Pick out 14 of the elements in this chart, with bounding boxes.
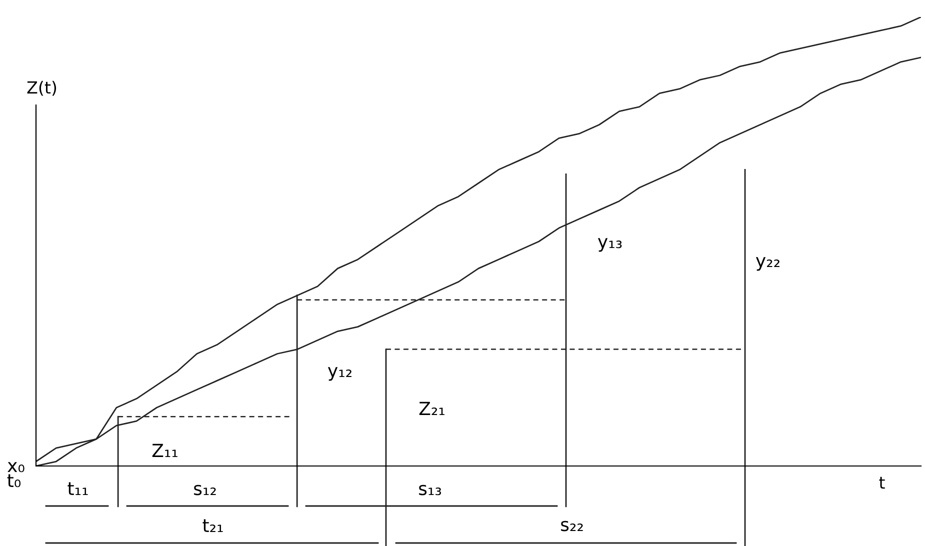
y-axis-title: Z(t) — [27, 80, 56, 96]
text: x₀ — [8, 462, 24, 472]
annotation: y₁₂ — [328, 367, 352, 381]
annotation: y₁₃ — [598, 238, 622, 252]
text: t₂₁ — [202, 519, 223, 532]
text: s₂₂ — [561, 520, 583, 532]
text: t₀ — [7, 474, 21, 488]
annotation: Z₁₁ — [152, 444, 178, 458]
text: s₁₂ — [194, 484, 216, 496]
text: t₁₁ — [68, 482, 88, 496]
annotation: y₂₂ — [756, 257, 780, 271]
annotation: Z₂₁ — [419, 402, 444, 416]
x-axis-title: t — [879, 476, 885, 489]
text: s₁₃ — [419, 484, 442, 496]
